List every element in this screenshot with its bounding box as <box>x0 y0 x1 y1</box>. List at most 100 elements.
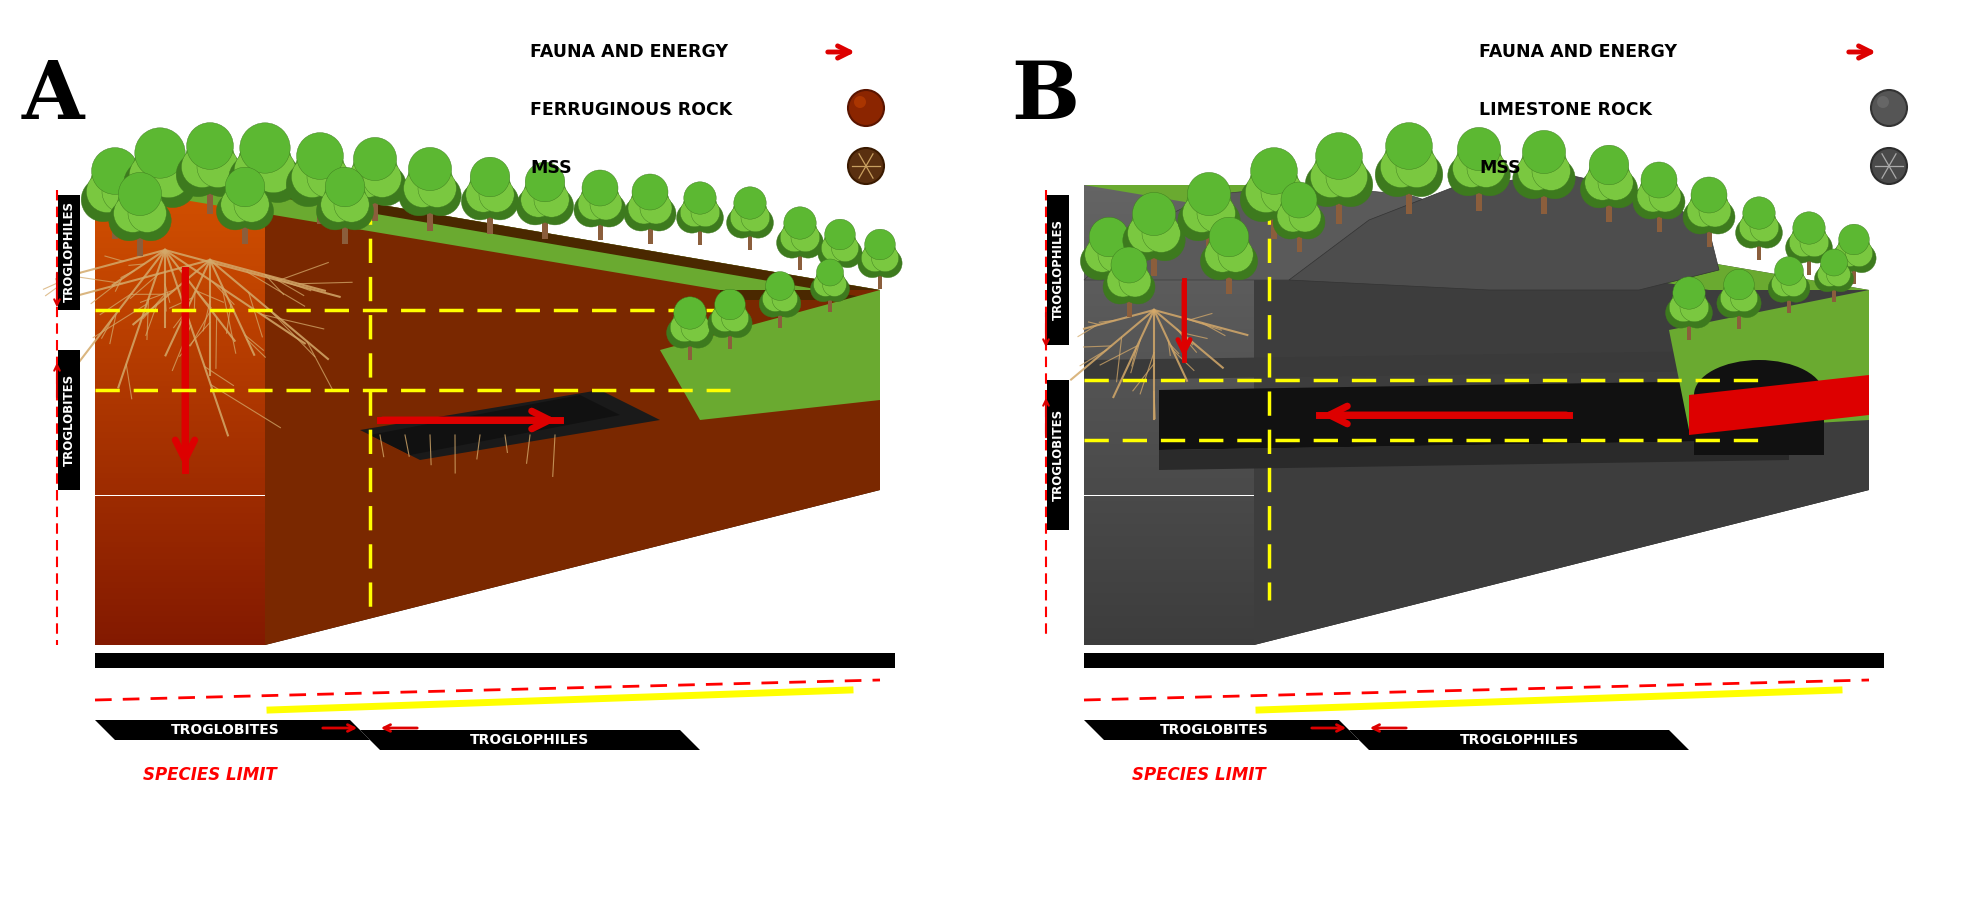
Polygon shape <box>95 588 265 593</box>
Polygon shape <box>1084 639 1254 645</box>
Circle shape <box>1100 242 1137 280</box>
Circle shape <box>1780 271 1806 297</box>
Circle shape <box>1588 155 1630 197</box>
Polygon shape <box>1084 461 1254 467</box>
Polygon shape <box>1084 311 1254 318</box>
Polygon shape <box>95 571 265 576</box>
Polygon shape <box>1254 185 1869 645</box>
Bar <box>1806 255 1812 275</box>
Polygon shape <box>1084 369 1254 375</box>
Bar <box>208 185 214 214</box>
Polygon shape <box>1084 496 1254 501</box>
Circle shape <box>291 156 332 197</box>
Circle shape <box>135 127 186 178</box>
Circle shape <box>574 193 607 227</box>
Circle shape <box>1290 200 1321 232</box>
Circle shape <box>119 172 162 216</box>
Polygon shape <box>1084 392 1254 398</box>
Circle shape <box>109 200 150 241</box>
Circle shape <box>1084 237 1120 272</box>
Circle shape <box>1385 135 1434 184</box>
Bar <box>241 220 247 244</box>
Polygon shape <box>1084 576 1254 581</box>
Circle shape <box>1250 147 1298 195</box>
Circle shape <box>1826 262 1851 287</box>
Circle shape <box>1187 183 1232 228</box>
Polygon shape <box>360 730 700 750</box>
Circle shape <box>1104 270 1137 304</box>
Circle shape <box>1584 165 1620 200</box>
Polygon shape <box>1084 599 1254 605</box>
Polygon shape <box>1084 530 1254 536</box>
Polygon shape <box>1084 611 1254 616</box>
Bar <box>1207 230 1213 257</box>
Text: TROGLOPHILES: TROGLOPHILES <box>1052 219 1064 320</box>
Circle shape <box>1127 214 1165 252</box>
Circle shape <box>771 286 797 311</box>
Bar <box>878 270 882 288</box>
Polygon shape <box>95 358 265 363</box>
Circle shape <box>129 153 174 197</box>
Polygon shape <box>95 524 265 530</box>
Text: TROGLOBITES: TROGLOBITES <box>1052 409 1064 501</box>
Polygon shape <box>95 386 265 392</box>
Circle shape <box>1820 249 1847 276</box>
Circle shape <box>1845 239 1873 267</box>
Circle shape <box>1145 220 1185 261</box>
Polygon shape <box>95 185 265 191</box>
Circle shape <box>216 193 253 230</box>
Circle shape <box>1381 146 1422 187</box>
Circle shape <box>1309 156 1353 197</box>
Circle shape <box>1871 148 1907 184</box>
Circle shape <box>1110 256 1147 294</box>
Polygon shape <box>1084 720 1359 740</box>
Circle shape <box>421 175 461 216</box>
Bar <box>1541 188 1547 215</box>
Polygon shape <box>95 254 265 259</box>
Polygon shape <box>95 622 265 628</box>
Polygon shape <box>1084 559 1254 564</box>
Circle shape <box>734 187 765 219</box>
Polygon shape <box>1084 541 1254 547</box>
Polygon shape <box>1084 472 1254 479</box>
Polygon shape <box>95 576 265 581</box>
Circle shape <box>823 272 847 297</box>
Circle shape <box>1743 197 1774 229</box>
Bar <box>1151 250 1157 277</box>
Circle shape <box>235 193 273 230</box>
Circle shape <box>825 219 854 250</box>
Polygon shape <box>95 496 265 501</box>
Circle shape <box>1600 170 1638 207</box>
Polygon shape <box>95 294 265 300</box>
Circle shape <box>469 167 510 209</box>
Circle shape <box>673 305 706 339</box>
Circle shape <box>676 203 708 233</box>
Polygon shape <box>1084 547 1254 553</box>
Circle shape <box>779 223 809 252</box>
Polygon shape <box>95 277 265 283</box>
Text: MSS: MSS <box>1480 159 1521 177</box>
Circle shape <box>1513 158 1553 198</box>
Circle shape <box>849 148 884 184</box>
Polygon shape <box>95 547 265 553</box>
Circle shape <box>1588 146 1628 185</box>
Circle shape <box>872 248 902 278</box>
Polygon shape <box>1084 358 1254 363</box>
Text: TROGLOPHILES: TROGLOPHILES <box>63 201 75 302</box>
Bar <box>1832 285 1836 301</box>
Polygon shape <box>1084 519 1254 524</box>
Circle shape <box>481 183 518 220</box>
Polygon shape <box>95 403 265 410</box>
Circle shape <box>417 169 457 207</box>
Polygon shape <box>1084 512 1254 519</box>
Polygon shape <box>95 564 265 571</box>
Polygon shape <box>95 266 265 271</box>
Circle shape <box>690 198 720 227</box>
Polygon shape <box>1084 375 1254 380</box>
Bar <box>597 218 603 240</box>
Polygon shape <box>95 242 265 248</box>
Bar <box>57 350 79 490</box>
Circle shape <box>1375 153 1420 197</box>
Circle shape <box>1683 200 1717 234</box>
Circle shape <box>1218 237 1254 272</box>
